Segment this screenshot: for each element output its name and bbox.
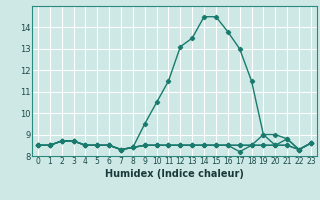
X-axis label: Humidex (Indice chaleur): Humidex (Indice chaleur) xyxy=(105,169,244,179)
